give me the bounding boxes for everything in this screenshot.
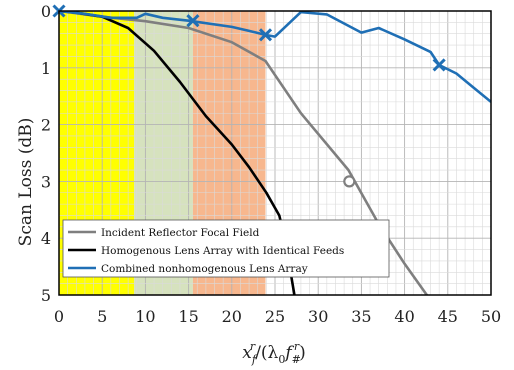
x-tick-label: 25 — [265, 307, 285, 326]
y-tick-label: 4 — [41, 229, 51, 248]
x-tick-label: 5 — [97, 307, 107, 326]
legend-box — [62, 219, 390, 278]
y-tick-label: 5 — [41, 286, 51, 305]
x-tick-label: 50 — [481, 307, 501, 326]
x-marker — [432, 58, 446, 72]
x-axis-label-f: f — [283, 343, 294, 363]
x-axis-label-sub: f — [251, 353, 258, 366]
x-axis-label-f-sup: r — [294, 340, 300, 353]
y-tick-label: 3 — [41, 172, 51, 191]
legend: Incident Reflector Focal Field Homogenou… — [62, 219, 390, 278]
legend-label-homogenous: Homogenous Lens Array with Identical Fee… — [101, 245, 344, 257]
x-axis-label-lambda-sub: 0 — [278, 353, 285, 366]
x-tick-label: 40 — [394, 307, 414, 326]
x-marker — [186, 14, 200, 28]
x-axis-label-close: ) — [299, 343, 306, 363]
legend-label-incident: Incident Reflector Focal Field — [101, 227, 260, 239]
x-tick-label: 35 — [351, 307, 371, 326]
plot-frame — [58, 10, 492, 296]
x-axis-label-sup: r — [250, 340, 256, 353]
x-axis-label-rest: /(λ — [255, 343, 278, 363]
x-tick-label: 0 — [54, 307, 64, 326]
x-tick-label: 15 — [178, 307, 198, 326]
x-axis-label-f-sub: # — [292, 353, 301, 366]
x-tick-label: 20 — [222, 307, 242, 326]
legend-label-combined: Combined nonhomogenous Lens Array — [101, 263, 308, 275]
x-tick-label: 10 — [135, 307, 155, 326]
series-line-2 — [59, 11, 491, 103]
x-axis-label-x: x — [242, 343, 252, 363]
x-tick-label: 45 — [438, 307, 458, 326]
y-tick-label: 1 — [41, 59, 51, 78]
y-tick-label: 0 — [41, 2, 51, 21]
x-tick-label: 30 — [308, 307, 328, 326]
circle-marker — [343, 175, 356, 188]
x-axis-label: xfr/(λ0f#r) — [242, 340, 306, 366]
y-tick-label: 2 — [41, 116, 51, 135]
x-marker — [258, 28, 273, 42]
y-axis-label: Scan Loss (dB) — [16, 118, 36, 247]
